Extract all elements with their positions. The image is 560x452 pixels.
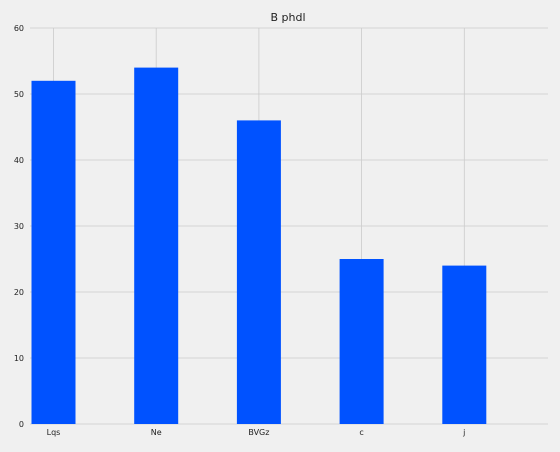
y-tick-label: 0 xyxy=(19,420,24,429)
bars-layer xyxy=(31,67,487,425)
bar-ne xyxy=(134,67,179,424)
chart-title: B phdl xyxy=(270,11,305,24)
x-tick-labels: Lqs Ne BVGz c j xyxy=(47,428,466,437)
y-tick-label: 60 xyxy=(14,24,24,33)
bar-bvgz xyxy=(236,120,281,425)
y-tick-labels: 0 10 20 30 40 50 60 xyxy=(14,24,24,429)
y-tick-label: 50 xyxy=(14,90,24,99)
x-tick-label: Ne xyxy=(151,428,162,437)
bar-c xyxy=(339,259,384,424)
x-tick-label: c xyxy=(359,428,363,437)
y-tick-label: 10 xyxy=(14,354,24,363)
x-tick-label: BVGz xyxy=(248,428,269,437)
y-tick-label: 40 xyxy=(14,156,24,165)
bar-j xyxy=(442,265,487,424)
x-tick-label: j xyxy=(462,428,465,437)
y-tick-label: 30 xyxy=(14,222,24,231)
y-tick-label: 20 xyxy=(14,288,24,297)
x-tick-label: Lqs xyxy=(47,428,61,437)
bar-lqs xyxy=(31,80,76,425)
